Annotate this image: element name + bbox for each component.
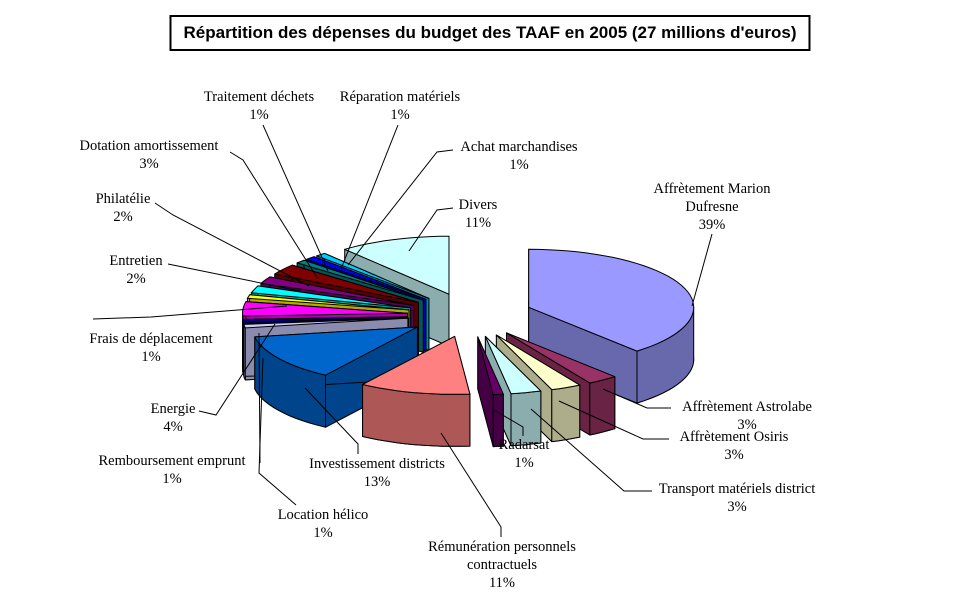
chart-title: Répartition des dépenses du budget des T… xyxy=(169,15,811,51)
pie-slice-radarsat xyxy=(477,336,504,448)
leader-line xyxy=(530,408,652,492)
pie-slice-remuneration-personnels-contractuels xyxy=(362,335,471,447)
leader-line xyxy=(229,151,319,280)
leader-line xyxy=(167,263,301,292)
leader-line xyxy=(408,207,454,252)
leader-line xyxy=(258,357,297,506)
leader-line xyxy=(440,432,502,537)
leader-line xyxy=(340,124,399,270)
leader-line xyxy=(262,124,329,272)
leader-line xyxy=(602,388,671,409)
leader-line xyxy=(558,400,669,440)
leader-line xyxy=(691,233,713,307)
leader-line xyxy=(154,202,310,287)
leader-line xyxy=(347,149,454,266)
leader-line xyxy=(92,305,288,320)
leader-line xyxy=(493,409,524,436)
leader-line xyxy=(304,387,359,454)
leader-line xyxy=(258,332,261,464)
leader-line xyxy=(198,323,276,416)
pie-slice-affretement-marion-dufresne xyxy=(528,248,695,404)
